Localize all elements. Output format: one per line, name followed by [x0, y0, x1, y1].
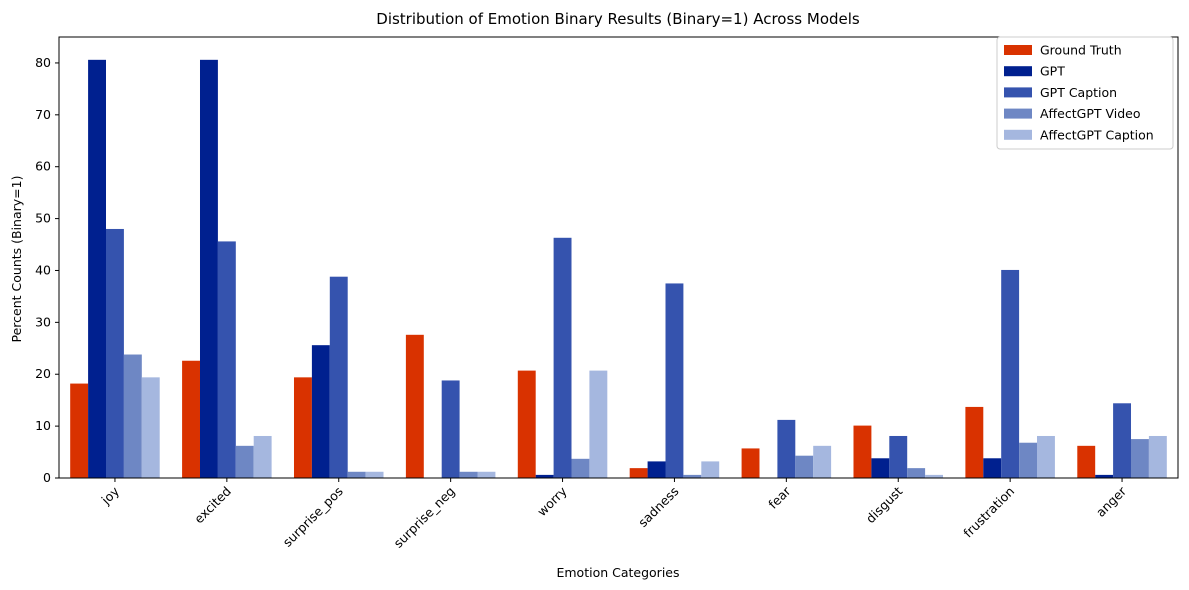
- bar-gpt-anger: [1095, 474, 1114, 478]
- bar-affectgpt-video-fear: [795, 455, 814, 478]
- x-tick-label-joy: joy: [98, 483, 123, 508]
- bar-gpt-worry: [535, 474, 554, 478]
- bar-gpt-excited: [199, 59, 218, 478]
- bar-gpt-caption-frustration: [1001, 269, 1020, 478]
- bar-gpt-disgust: [871, 458, 890, 478]
- bar-affectgpt-video-worry: [571, 458, 590, 478]
- x-axis-label: Emotion Categories: [556, 565, 679, 580]
- bar-ground-truth-disgust: [853, 425, 872, 478]
- y-axis: 0 10 20 30 40 50 60 70 80: [35, 55, 59, 485]
- bar-gpt-sadness: [647, 461, 666, 478]
- x-tick-label-disgust: disgust: [863, 483, 906, 526]
- legend-label: AffectGPT Video: [1040, 106, 1140, 121]
- x-tick-label-frustration: frustration: [960, 484, 1017, 541]
- bar-ground-truth-frustration: [965, 406, 984, 478]
- bar-ground-truth-anger: [1077, 445, 1096, 478]
- bar-gpt-caption-sadness: [665, 283, 684, 478]
- bar-gpt-caption-excited: [217, 241, 236, 478]
- bar-affectgpt-video-excited: [235, 445, 254, 478]
- x-tick-label-surprise_neg: surprise_neg: [391, 484, 458, 551]
- x-axis: joy excited surprise_pos surprise_neg worry s…: [98, 478, 1130, 551]
- bar-affectgpt-caption-surprise_pos: [365, 471, 384, 478]
- legend-swatch: [1004, 129, 1032, 140]
- plot-area: [58, 36, 1179, 479]
- legend-box: [996, 36, 1174, 150]
- bar-gpt-caption-disgust: [889, 435, 908, 478]
- bar-gpt-caption-anger: [1113, 403, 1132, 478]
- x-tick-label-surprise_pos: surprise_pos: [280, 484, 346, 550]
- bar-ground-truth-surprise_neg: [405, 334, 424, 478]
- y-tick-label: 30: [35, 314, 51, 329]
- x-tick-label-anger: anger: [1093, 483, 1130, 520]
- y-tick-label: 20: [35, 366, 51, 381]
- y-tick-label: 10: [35, 418, 51, 433]
- legend-swatch: [1004, 66, 1032, 77]
- plot-frame: [58, 36, 1179, 479]
- y-axis-label: Percent Counts (Binary=1): [9, 176, 24, 343]
- bar-affectgpt-video-surprise_pos: [347, 471, 366, 478]
- bar-affectgpt-caption-fear: [813, 445, 832, 478]
- bar-affectgpt-caption-surprise_neg: [477, 471, 496, 478]
- bar-ground-truth-worry: [517, 370, 536, 478]
- bar-ground-truth-excited: [182, 360, 200, 478]
- legend: Ground Truth GPT GPT Caption AffectGPT Vide…: [996, 36, 1174, 150]
- chart-title: Distribution of Emotion Binary Results (…: [376, 10, 860, 28]
- bar-gpt-caption-worry: [553, 237, 572, 478]
- legend-label: Ground Truth: [1040, 43, 1122, 58]
- legend-label: GPT: [1040, 64, 1065, 79]
- bar-gpt-surprise_pos: [311, 345, 330, 478]
- bar-ground-truth-surprise_pos: [293, 377, 312, 478]
- y-tick-label: 50: [35, 211, 51, 226]
- x-tick-label-sadness: sadness: [635, 484, 681, 530]
- bar-affectgpt-caption-anger: [1148, 435, 1167, 478]
- y-tick-label: 0: [43, 470, 51, 485]
- legend-swatch: [1004, 45, 1032, 55]
- bar-gpt-caption-surprise_neg: [441, 380, 460, 478]
- bar-ground-truth-joy: [70, 383, 89, 478]
- bar-affectgpt-video-frustration: [1019, 442, 1038, 478]
- bar-affectgpt-caption-disgust: [925, 474, 944, 478]
- bar-gpt-frustration: [983, 458, 1002, 478]
- y-tick-label: 70: [35, 107, 51, 122]
- bar-affectgpt-caption-joy: [141, 377, 160, 478]
- bar-ground-truth-sadness: [629, 468, 648, 478]
- legend-swatch: [1004, 87, 1032, 98]
- bar-affectgpt-video-surprise_neg: [459, 471, 478, 478]
- bar-affectgpt-video-sadness: [683, 474, 702, 478]
- bar-ground-truth-fear: [741, 448, 760, 478]
- legend-swatch: [1004, 108, 1032, 119]
- legend-label: GPT Caption: [1040, 85, 1117, 100]
- bar-gpt-caption-joy: [105, 228, 124, 478]
- bar-affectgpt-caption-sadness: [701, 461, 720, 478]
- bar-affectgpt-caption-excited: [253, 435, 272, 478]
- bar-affectgpt-caption-frustration: [1037, 435, 1055, 478]
- y-tick-label: 40: [35, 262, 51, 277]
- bar-affectgpt-video-joy: [123, 354, 142, 478]
- x-tick-label-worry: worry: [534, 483, 570, 519]
- y-tick-label: 60: [35, 159, 51, 174]
- bar-gpt-joy: [88, 59, 106, 478]
- bar-gpt-caption-surprise_pos: [329, 276, 348, 478]
- x-tick-label-excited: excited: [191, 484, 234, 527]
- bar-affectgpt-video-disgust: [907, 468, 926, 478]
- bar-gpt-caption-fear: [777, 419, 796, 478]
- y-tick-label: 80: [35, 55, 51, 70]
- bar-affectgpt-caption-worry: [589, 370, 608, 478]
- bar-affectgpt-video-anger: [1131, 439, 1149, 478]
- x-tick-label-fear: fear: [765, 483, 794, 512]
- legend-label: AffectGPT Caption: [1040, 127, 1154, 142]
